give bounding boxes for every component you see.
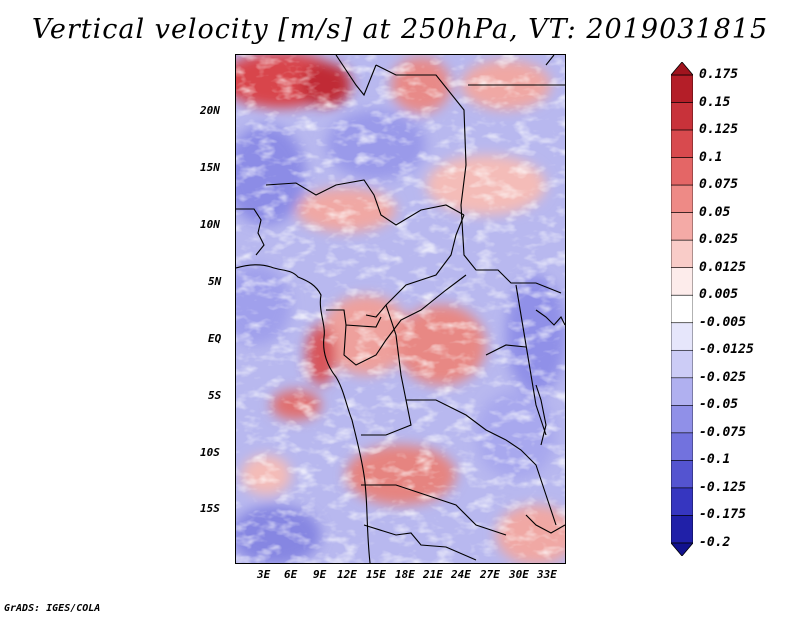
map-canvas (236, 55, 565, 563)
colorbar-label: 0.15 (699, 94, 731, 110)
colorbar-cell (671, 184, 693, 213)
lat-label-15s: 15S (200, 502, 220, 515)
colorbar-label: 0.1 (699, 149, 723, 165)
colorbar-cell (671, 487, 693, 516)
lon-label-15e: 15E (366, 568, 386, 581)
colorbar-bottom-arrow (671, 542, 693, 556)
colorbar-cell (671, 349, 693, 379)
lon-label-18e: 18E (395, 568, 415, 581)
lon-label-24e: 24E (451, 568, 471, 581)
colorbar-label: -0.0125 (699, 342, 754, 358)
colorbar-label: -0.075 (699, 424, 746, 440)
colorbar-cell (671, 129, 693, 158)
lon-label-27e: 27E (480, 568, 500, 581)
lon-label-12e: 12E (337, 568, 357, 581)
lat-label-eq: EQ (208, 332, 222, 345)
colorbar-label: -0.005 (699, 314, 746, 330)
lat-label-5n: 5N (208, 275, 222, 288)
lon-label-21e: 21E (423, 568, 443, 581)
colorbar-label: -0.125 (699, 479, 746, 495)
colorbar-cell (671, 515, 693, 544)
lon-label-30e: 30E (509, 568, 529, 581)
colorbar-cell (671, 239, 693, 269)
map-title: Vertical velocity [m/s] at 250hPa, VT: 2… (31, 14, 769, 45)
colorbar-cell (671, 377, 693, 406)
colorbar-label: 0.075 (699, 177, 739, 193)
colorbar (671, 62, 693, 556)
colorbar-cell (671, 294, 693, 324)
lat-label-20n: 20N (200, 104, 220, 117)
colorbar-label: 0.175 (699, 67, 739, 82)
colorbar-label: 0.025 (699, 232, 739, 248)
lon-label-3e: 3E (257, 568, 271, 581)
colorbar-cell (671, 322, 693, 351)
colorbar-cell (671, 212, 693, 241)
colorbar-label: 0.0125 (699, 259, 746, 275)
colorbar-cell (671, 405, 693, 434)
colorbar-cell (671, 157, 693, 186)
colorbar-label: -0.175 (699, 507, 746, 523)
grads-credit: GrADS: IGES/COLA (4, 603, 101, 614)
colorbar-label: -0.025 (699, 369, 746, 385)
lat-label-5s: 5S (208, 389, 222, 402)
colorbar-cell (671, 460, 693, 489)
lon-label-9e: 9E (313, 568, 327, 581)
map-panel (235, 54, 566, 564)
lon-label-33e: 33E (537, 568, 557, 581)
contour-texture (236, 55, 565, 563)
colorbar-label: -0.2 (699, 535, 731, 550)
colorbar-cell (671, 102, 693, 131)
colorbar-cells (671, 74, 693, 544)
colorbar-label: 0.005 (699, 287, 739, 303)
colorbar-top-arrow (671, 62, 693, 76)
country-borders (236, 55, 565, 563)
lat-label-10s: 10S (200, 446, 220, 459)
colorbar-label: -0.05 (699, 397, 739, 413)
lat-label-10n: 10N (200, 218, 220, 231)
colorbar-label: 0.05 (699, 204, 731, 220)
colorbar-cell (671, 74, 693, 103)
lat-label-15n: 15N (200, 161, 220, 174)
colorbar-label: 0.125 (699, 122, 739, 138)
lon-label-6e: 6E (284, 568, 298, 581)
colorbar-label: -0.1 (699, 452, 731, 468)
colorbar-cell (671, 432, 693, 461)
colorbar-cell (671, 267, 693, 296)
